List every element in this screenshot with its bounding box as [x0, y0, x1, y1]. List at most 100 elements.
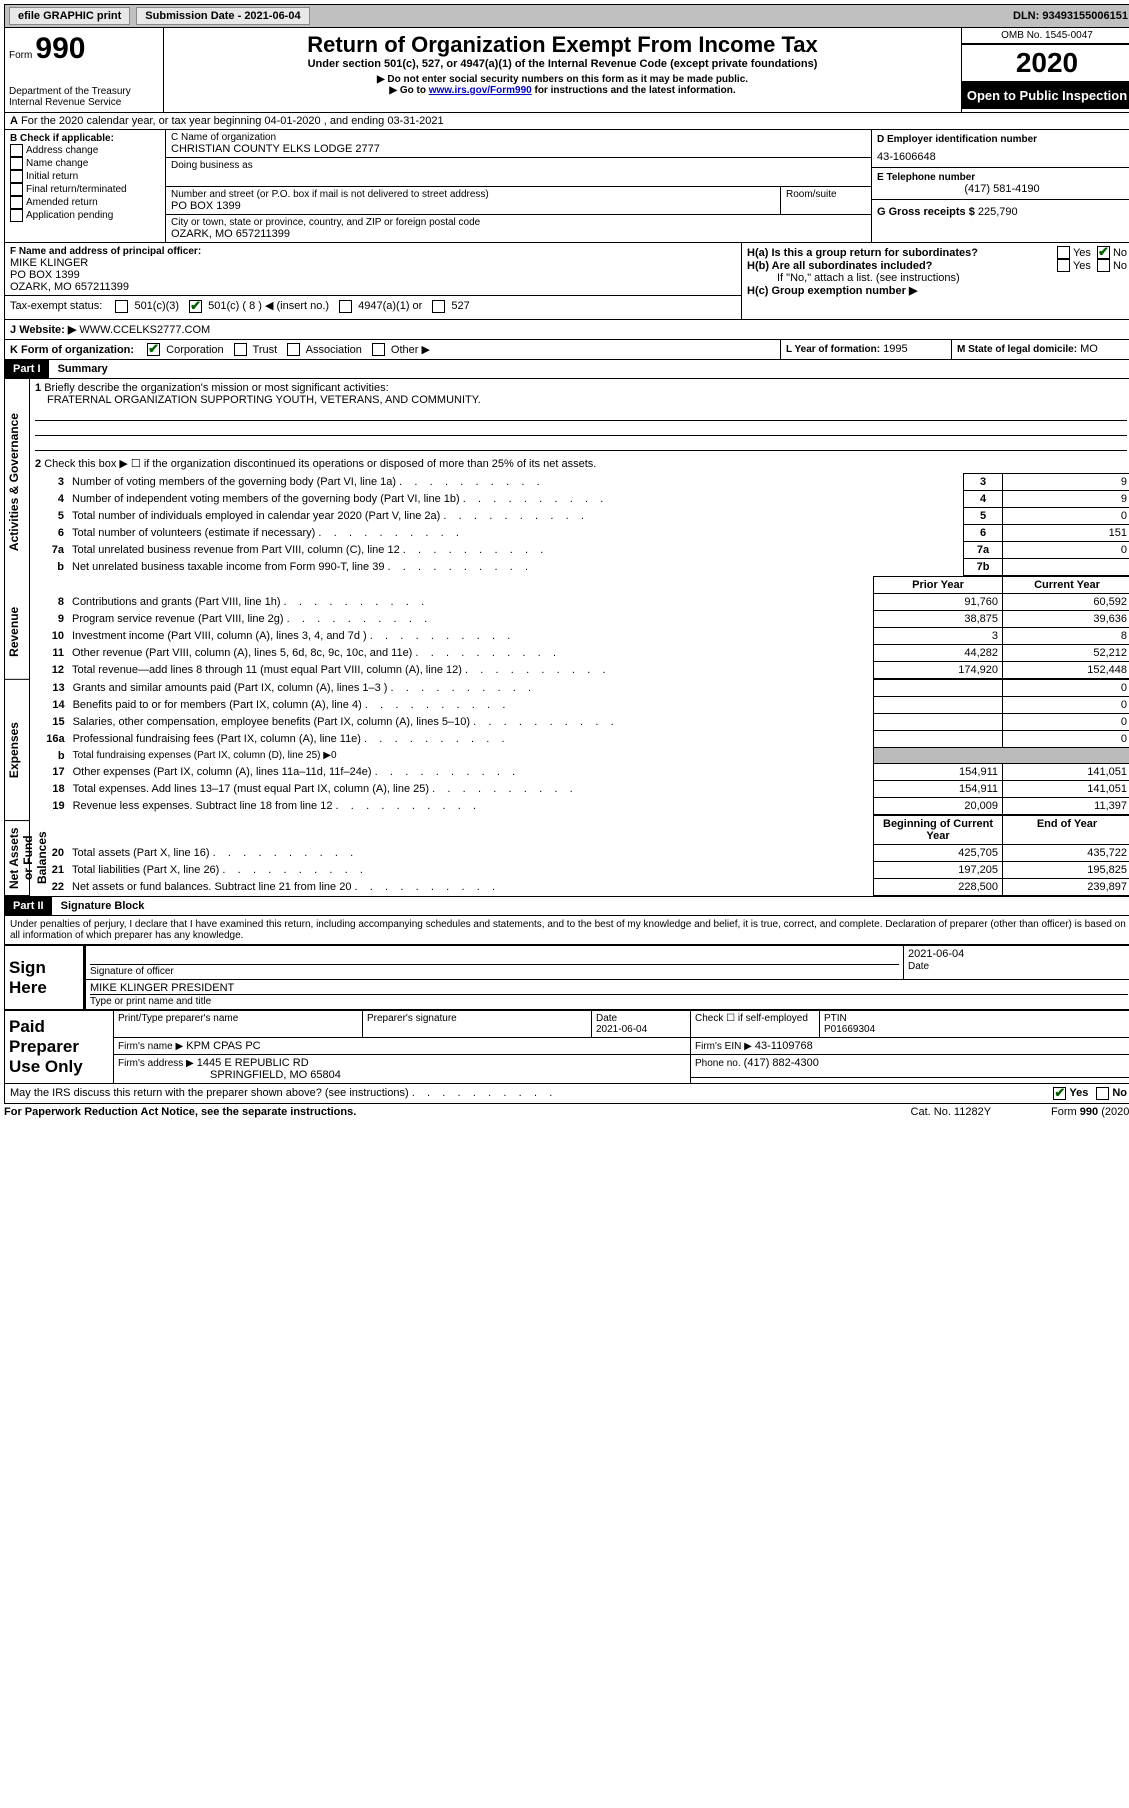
q1-value: FRATERNAL ORGANIZATION SUPPORTING YOUTH,…	[35, 394, 481, 406]
dba-label: Doing business as	[171, 160, 866, 171]
sig-officer-label: Signature of officer	[90, 966, 174, 977]
box-b-check-3[interactable]	[10, 183, 23, 196]
instructions-link[interactable]: www.irs.gov/Form990	[429, 85, 532, 96]
ptin-value: P01669304	[824, 1024, 875, 1035]
box-b-check-4[interactable]	[10, 196, 23, 209]
omb-label: OMB No. 1545-0047	[962, 28, 1129, 44]
officer-addr1: PO BOX 1399	[10, 269, 736, 281]
tax-exempt-check-3[interactable]	[432, 300, 445, 313]
prep-name-label: Print/Type preparer's name	[114, 1011, 363, 1038]
header-info-block: B Check if applicable: Address changeNam…	[4, 130, 1129, 243]
discuss-no-checkbox[interactable]	[1096, 1087, 1109, 1100]
phone-value: (417) 581-4190	[877, 183, 1127, 195]
website-value: WWW.CCELKS2777.COM	[79, 324, 210, 336]
fh-block: F Name and address of principal officer:…	[4, 243, 1129, 320]
ein-value: 43-1606648	[877, 151, 1127, 163]
cat-no: Cat. No. 11282Y	[911, 1106, 992, 1118]
hb-note: If "No," attach a list. (see instruction…	[747, 272, 1127, 284]
part1-title: Summary	[52, 363, 108, 375]
form-header: Form 990 Department of the Treasury Inte…	[4, 28, 1129, 113]
declaration: Under penalties of perjury, I declare th…	[4, 916, 1129, 945]
part2-title: Signature Block	[55, 900, 145, 912]
hb-label: H(b) Are all subordinates included?	[747, 260, 1057, 272]
tax-exempt-check-2[interactable]	[339, 300, 352, 313]
q1-label: Briefly describe the organization's miss…	[44, 382, 388, 394]
firm-name: KPM CPAS PC	[186, 1040, 260, 1052]
part2-tag: Part II	[5, 897, 52, 915]
note-ssn: ▶ Do not enter social security numbers o…	[172, 74, 953, 85]
gross-value: 225,790	[978, 206, 1018, 218]
type-label: Type or print name and title	[90, 996, 211, 1007]
ptin-label: PTIN	[824, 1013, 847, 1024]
klm-block: K Form of organization: Corporation Trus…	[4, 340, 1129, 361]
firm-ein: 43-1109768	[755, 1040, 813, 1052]
yes-label-2: Yes	[1073, 260, 1091, 272]
box-b-label: B Check if applicable:	[10, 133, 160, 144]
part1-body: Activities & Governance Revenue Expenses…	[4, 379, 1129, 897]
box-b-check-2[interactable]	[10, 170, 23, 183]
dept-label: Department of the Treasury	[9, 86, 159, 97]
form-org-check-0[interactable]	[147, 343, 160, 356]
prep-date-label: Date	[596, 1013, 617, 1024]
form-no-footer: Form 990 (2020)	[1051, 1106, 1129, 1118]
hb-no-checkbox[interactable]	[1097, 259, 1110, 272]
open-public-box: Open to Public Inspection	[962, 82, 1129, 109]
form-org-check-3[interactable]	[372, 343, 385, 356]
state-domicile-label: M State of legal domicile:	[957, 344, 1077, 355]
firm-name-label: Firm's name ▶	[118, 1041, 183, 1052]
top-bar: efile GRAPHIC print Submission Date - 20…	[4, 4, 1129, 28]
line-a: A For the 2020 calendar year, or tax yea…	[4, 113, 1129, 130]
phone-label: E Telephone number	[877, 172, 1127, 183]
discuss-no: No	[1112, 1087, 1127, 1100]
firm-addr-label: Firm's address ▶	[118, 1058, 194, 1069]
vlabel-ag: Activities & Governance	[5, 379, 29, 585]
tax-exempt-check-0[interactable]	[115, 300, 128, 313]
org-address: PO BOX 1399	[171, 200, 775, 212]
yes-label: Yes	[1073, 247, 1091, 259]
form-title: Return of Organization Exempt From Incom…	[172, 32, 953, 58]
ha-label: H(a) Is this a group return for subordin…	[747, 247, 1057, 259]
discuss-yes: Yes	[1069, 1087, 1088, 1100]
year-formation-label: L Year of formation:	[786, 344, 880, 355]
officer-name: MIKE KLINGER	[10, 257, 736, 269]
vlabel-exp: Expenses	[5, 680, 29, 821]
tax-exempt-check-1[interactable]	[189, 300, 202, 313]
signature-table: Sign Here Signature of officer 2021-06-0…	[4, 945, 1129, 1010]
sig-date-label: Date	[908, 961, 929, 972]
discuss-yes-checkbox[interactable]	[1053, 1087, 1066, 1100]
tax-exempt-label: Tax-exempt status:	[10, 300, 102, 312]
firm-addr1: 1445 E REPUBLIC RD	[197, 1057, 309, 1069]
form-org-check-2[interactable]	[287, 343, 300, 356]
no-label: No	[1113, 247, 1127, 259]
paperwork-notice: For Paperwork Reduction Act Notice, see …	[4, 1106, 911, 1118]
box-b-check-0[interactable]	[10, 144, 23, 157]
state-domicile-value: MO	[1080, 343, 1098, 355]
officer-label: F Name and address of principal officer:	[10, 246, 736, 257]
check-self-label: Check ☐ if self-employed	[691, 1011, 820, 1038]
org-name: CHRISTIAN COUNTY ELKS LODGE 2777	[171, 143, 866, 155]
ha-no-checkbox[interactable]	[1097, 246, 1110, 259]
form-subtitle: Under section 501(c), 527, or 4947(a)(1)…	[172, 58, 953, 70]
prep-date: 2021-06-04	[596, 1024, 647, 1035]
tax-year: 2020	[962, 44, 1129, 82]
hb-yes-checkbox[interactable]	[1057, 259, 1070, 272]
goto-post: for instructions and the latest informat…	[532, 85, 736, 96]
line-j: J Website: ▶ WWW.CCELKS2777.COM	[4, 320, 1129, 340]
footer: For Paperwork Reduction Act Notice, see …	[4, 1104, 1129, 1120]
efile-print-button[interactable]: efile GRAPHIC print	[9, 7, 130, 25]
box-b-check-1[interactable]	[10, 157, 23, 170]
room-label: Room/suite	[786, 189, 866, 200]
box-b-check-5[interactable]	[10, 209, 23, 222]
ha-yes-checkbox[interactable]	[1057, 246, 1070, 259]
prep-sig-label: Preparer's signature	[363, 1011, 592, 1038]
form-number: 990	[35, 32, 85, 65]
addr-label: Number and street (or P.O. box if mail i…	[171, 189, 775, 200]
vlabel-rev: Revenue	[5, 585, 29, 680]
submission-date-button[interactable]: Submission Date - 2021-06-04	[136, 7, 309, 25]
form-label: Form	[9, 50, 32, 61]
officer-name-title: MIKE KLINGER PRESIDENT	[90, 982, 1128, 995]
org-city: OZARK, MO 657211399	[171, 228, 866, 240]
sig-date: 2021-06-04	[908, 948, 1128, 960]
officer-addr2: OZARK, MO 657211399	[10, 281, 736, 293]
form-org-check-1[interactable]	[234, 343, 247, 356]
